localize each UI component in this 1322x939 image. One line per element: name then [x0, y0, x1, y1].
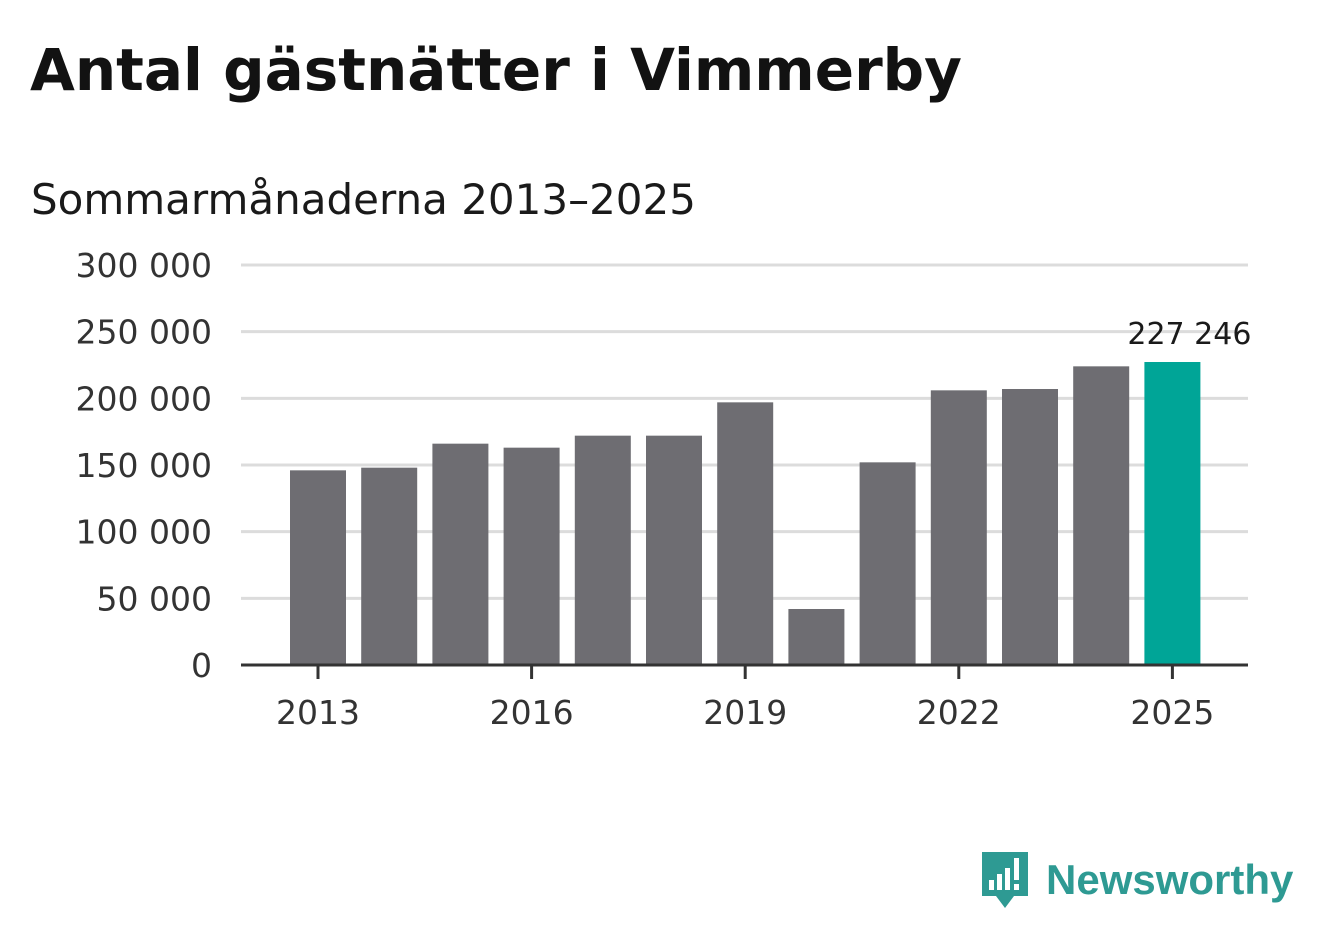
y-tick-label: 100 000 — [76, 513, 212, 552]
x-tick-label: 2022 — [917, 693, 1001, 732]
bar-2024 — [1073, 366, 1130, 665]
bar-2018 — [646, 435, 702, 665]
y-tick-label: 250 000 — [76, 313, 212, 352]
bar-2016 — [503, 447, 560, 665]
bar-2014 — [361, 467, 418, 665]
x-tick-label: 2016 — [490, 693, 574, 732]
x-tick-label: 2013 — [276, 693, 360, 732]
brand-name: Newsworthy — [1046, 856, 1294, 903]
y-tick-label: 300 000 — [76, 246, 212, 285]
bar-2023 — [1002, 389, 1058, 665]
y-tick-label: 150 000 — [76, 446, 212, 485]
x-tick-label: 2025 — [1130, 693, 1214, 732]
y-tick-label: 50 000 — [97, 579, 212, 618]
bar-2015 — [432, 443, 489, 665]
y-tick-label: 200 000 — [76, 379, 212, 418]
newsworthy-logo: Newsworthy — [980, 848, 1293, 912]
bar-2021 — [859, 462, 916, 665]
bar-2013 — [290, 470, 346, 665]
data-label: 227 246 — [1127, 317, 1251, 352]
bar-2019 — [717, 402, 774, 665]
bar-2022 — [930, 390, 987, 665]
bar-2020 — [788, 609, 845, 665]
bar-2025 — [1144, 362, 1201, 665]
newsworthy-logo-icon — [982, 852, 1028, 908]
chart-subtitle: Sommarmånaderna 2013–2025 — [31, 175, 696, 224]
bar-2017 — [574, 435, 631, 665]
chart-title: Antal gästnätter i Vimmerby — [30, 36, 962, 104]
x-tick-label: 2019 — [703, 693, 787, 732]
y-tick-label: 0 — [191, 646, 212, 685]
